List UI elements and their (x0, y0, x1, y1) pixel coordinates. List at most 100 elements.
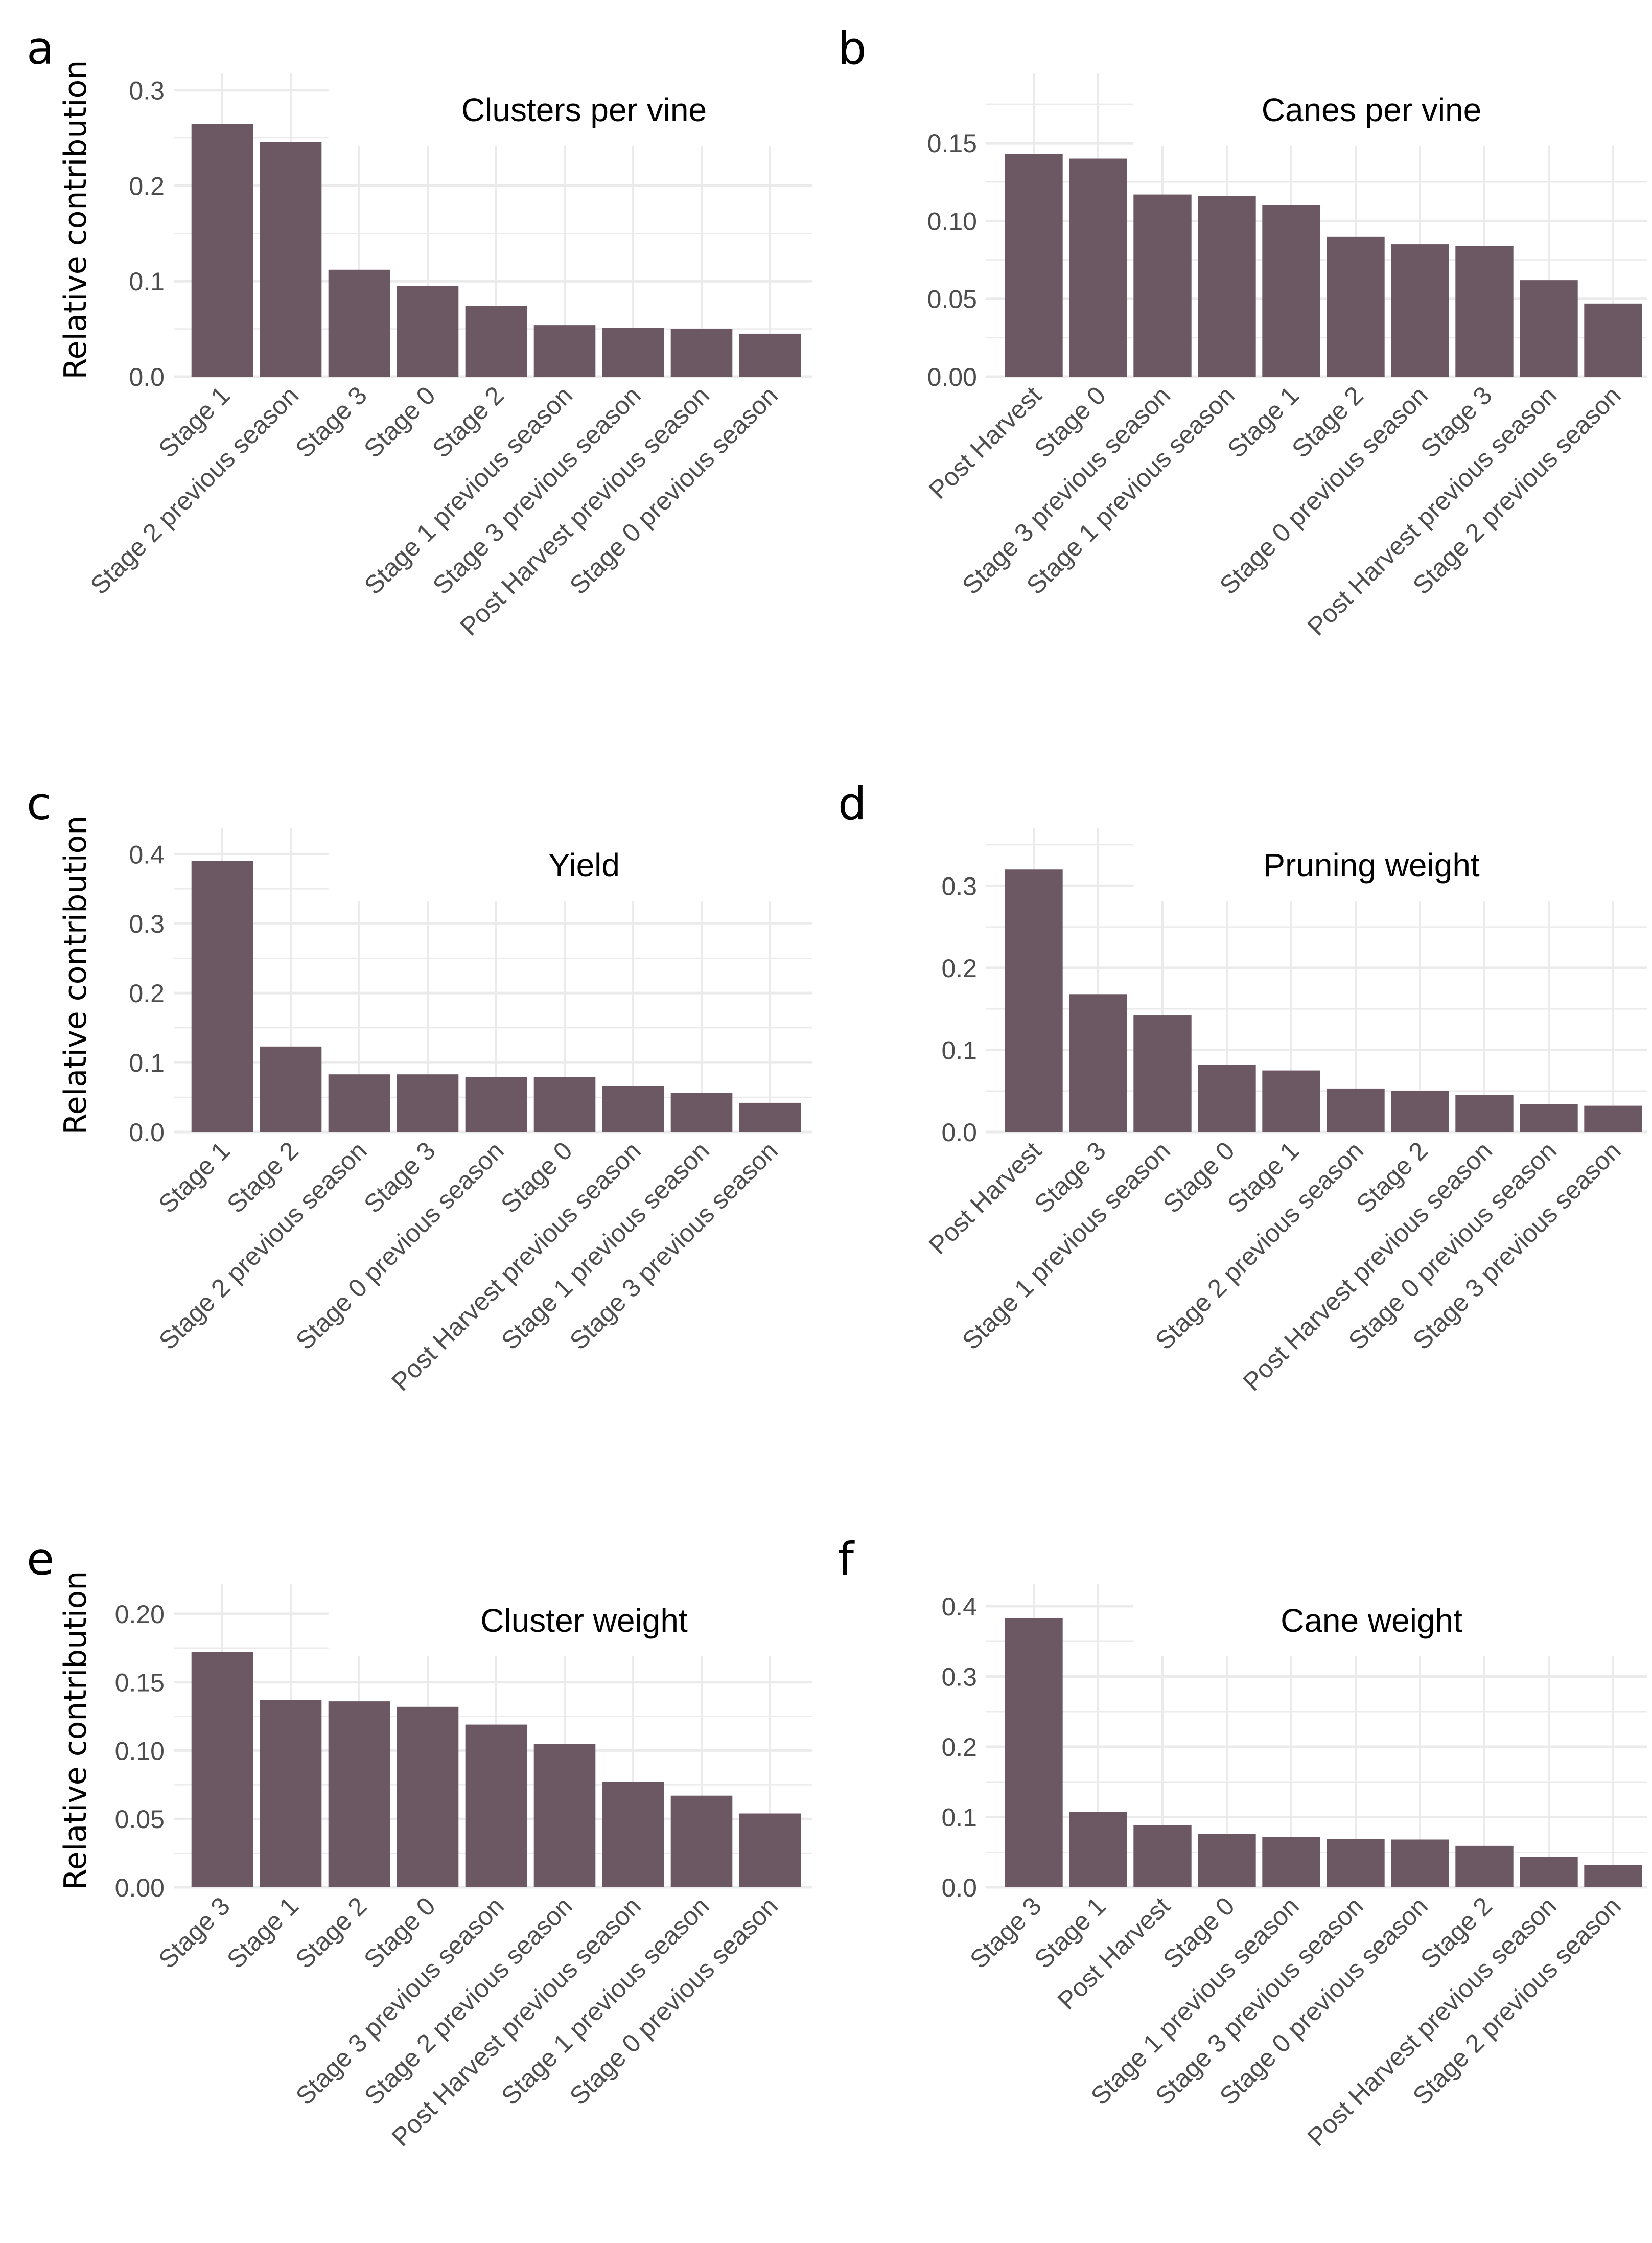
bar-10 (1584, 1865, 1642, 1887)
bar-2 (1069, 158, 1127, 377)
y-axis-label: Relative contribution (58, 60, 94, 380)
panel-letter: d (838, 777, 867, 830)
panel-title: Yield (548, 847, 620, 884)
y-tick-label: 0.2 (941, 954, 977, 983)
panel-title: Clusters per vine (461, 91, 707, 128)
y-tick-label: 0.0 (129, 1118, 165, 1147)
y-tick-label: 0.1 (129, 1049, 165, 1077)
y-tick-label: 0.00 (115, 1874, 165, 1902)
bar-2 (1069, 994, 1127, 1132)
x-category-label: Stage 0 (1157, 1136, 1240, 1218)
bar-8 (670, 329, 733, 377)
title-background (328, 1511, 818, 1656)
y-tick-label: 0.15 (115, 1669, 165, 1697)
bar-10 (1584, 1105, 1642, 1132)
bar-10 (1584, 303, 1642, 377)
bar-9 (739, 1102, 801, 1132)
x-category-label: Stage 1 (221, 1891, 304, 1974)
y-tick-label: 0.0 (941, 1874, 977, 1902)
y-tick-label: 0.2 (941, 1733, 977, 1762)
y-tick-label: 0.2 (129, 979, 165, 1008)
bar-6 (533, 325, 596, 377)
x-category-label: Stage 1 (1222, 381, 1304, 463)
bar-4 (397, 1074, 459, 1132)
bar-1 (1005, 869, 1063, 1132)
x-category-label: Stage 2 (290, 1891, 372, 1974)
bar-9 (739, 1813, 801, 1887)
panel-letter: c (27, 777, 51, 830)
bar-4 (397, 1706, 459, 1887)
bar-7 (1391, 1091, 1449, 1132)
panel-letter: a (27, 22, 54, 75)
bar-5 (1262, 1070, 1320, 1132)
bar-9 (1520, 1857, 1578, 1887)
y-tick-label: 0.05 (927, 285, 977, 314)
bar-9 (1520, 280, 1578, 377)
bar-3 (328, 1701, 390, 1887)
bar-1 (191, 861, 253, 1132)
bar-8 (1455, 246, 1514, 377)
bar-7 (602, 1086, 664, 1132)
panel-title: Cluster weight (480, 1602, 688, 1639)
bar-5 (1262, 1837, 1320, 1887)
y-tick-label: 0.10 (927, 207, 977, 236)
panel-letter: b (838, 22, 867, 75)
title-background (328, 0, 818, 146)
bar-1 (191, 1652, 253, 1887)
bar-2 (260, 1700, 322, 1887)
bar-2 (260, 1046, 322, 1132)
bar-6 (533, 1077, 596, 1132)
bar-4 (1198, 196, 1256, 377)
y-axis-label: Relative contribution (58, 1571, 94, 1890)
panel-title: Pruning weight (1263, 847, 1480, 884)
bar-6 (1327, 1088, 1385, 1132)
y-tick-label: 0.1 (941, 1803, 977, 1832)
y-tick-label: 0.05 (115, 1805, 165, 1834)
y-tick-label: 0.3 (129, 910, 165, 938)
bar-1 (191, 124, 253, 377)
bar-9 (739, 333, 801, 377)
y-tick-label: 0.15 (927, 129, 977, 158)
bar-7 (602, 1782, 664, 1887)
x-category-label: Stage 1 (153, 1136, 235, 1218)
x-category-label: Post Harvest (1052, 1891, 1176, 2015)
y-tick-label: 0.10 (115, 1737, 165, 1765)
bar-7 (1391, 1839, 1449, 1887)
y-tick-label: 0.3 (941, 872, 977, 900)
x-category-label: Stage 3 (964, 1891, 1046, 1974)
bar-8 (1455, 1095, 1514, 1132)
bar-6 (1327, 236, 1385, 377)
x-category-label: Post Harvest (923, 1136, 1047, 1260)
title-background (1133, 755, 1652, 901)
y-tick-label: 0.3 (129, 77, 165, 105)
bar-5 (465, 306, 527, 377)
bar-5 (465, 1077, 527, 1132)
bar-4 (1198, 1834, 1256, 1887)
bar-5 (1262, 205, 1320, 377)
y-tick-label: 0.3 (941, 1663, 977, 1692)
bar-2 (260, 142, 322, 377)
y-tick-label: 0.2 (129, 172, 165, 200)
y-axis-label: Relative contribution (58, 816, 94, 1135)
panel-title: Cane weight (1281, 1602, 1462, 1639)
bar-3 (1133, 194, 1192, 377)
bar-7 (602, 328, 664, 377)
bar-8 (670, 1093, 733, 1132)
x-category-label: Post Harvest (923, 381, 1047, 504)
bar-6 (1327, 1839, 1385, 1887)
panel-letter: e (27, 1533, 54, 1585)
bar-9 (1520, 1104, 1578, 1132)
bar-7 (1391, 244, 1449, 377)
x-category-label: Post Harvest previous season (455, 381, 715, 641)
y-tick-label: 0.4 (129, 840, 165, 869)
bar-3 (1133, 1825, 1192, 1887)
y-tick-label: 0.1 (941, 1036, 977, 1065)
panel-title: Canes per vine (1262, 91, 1481, 128)
y-tick-label: 0.0 (129, 363, 165, 391)
